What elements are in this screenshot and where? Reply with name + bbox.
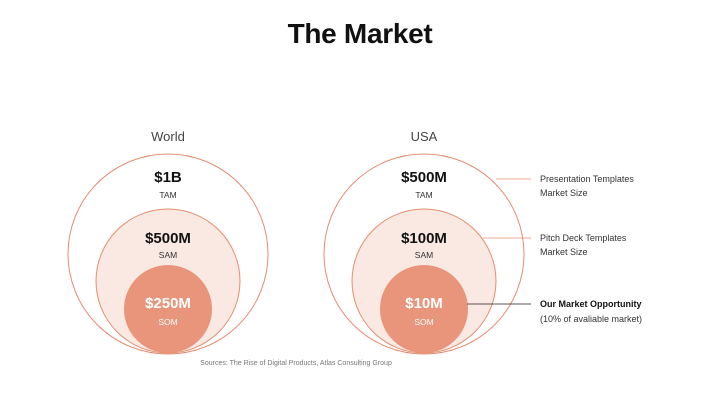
som-annotation-line1: Our Market Opportunity <box>540 299 642 309</box>
world-som-label: SOM <box>158 317 177 327</box>
usa-market-group: USA $500M TAM $100M SAM $10M SOM <box>323 129 525 355</box>
tam-annotation-line1: Presentation Templates <box>540 174 634 184</box>
usa-som-label: SOM <box>414 317 433 327</box>
world-sam-label: SAM <box>159 250 177 260</box>
world-market-group: World $1B TAM $500M SAM $250M SOM <box>67 129 269 355</box>
usa-sam-value: $100M <box>401 230 447 247</box>
som-annotation-line2: (10% of avaliable market) <box>540 314 642 324</box>
tam-annotation-line2: Market Size <box>540 188 588 198</box>
usa-som-value: $10M <box>405 295 443 312</box>
usa-region-label: USA <box>411 129 438 144</box>
world-tam-value: $1B <box>154 169 182 186</box>
usa-tam-value: $500M <box>401 169 447 186</box>
som-annotation: Our Market Opportunity (10% of avaliable… <box>540 299 642 324</box>
sam-annotation-line2: Market Size <box>540 247 588 257</box>
sam-annotation-line1: Pitch Deck Templates <box>540 233 627 243</box>
world-sam-value: $500M <box>145 230 191 247</box>
sam-annotation: Pitch Deck Templates Market Size <box>540 233 627 257</box>
usa-tam-label: TAM <box>415 190 432 200</box>
world-tam-label: TAM <box>159 190 176 200</box>
world-som-circle <box>124 265 212 353</box>
page-title: The Market <box>287 18 433 49</box>
world-som-value: $250M <box>145 295 191 312</box>
usa-sam-label: SAM <box>415 250 433 260</box>
tam-annotation: Presentation Templates Market Size <box>540 174 634 198</box>
usa-som-circle <box>380 265 468 353</box>
source-note: Sources: The Rise of Digital Products, A… <box>200 360 392 367</box>
world-region-label: World <box>151 129 185 144</box>
